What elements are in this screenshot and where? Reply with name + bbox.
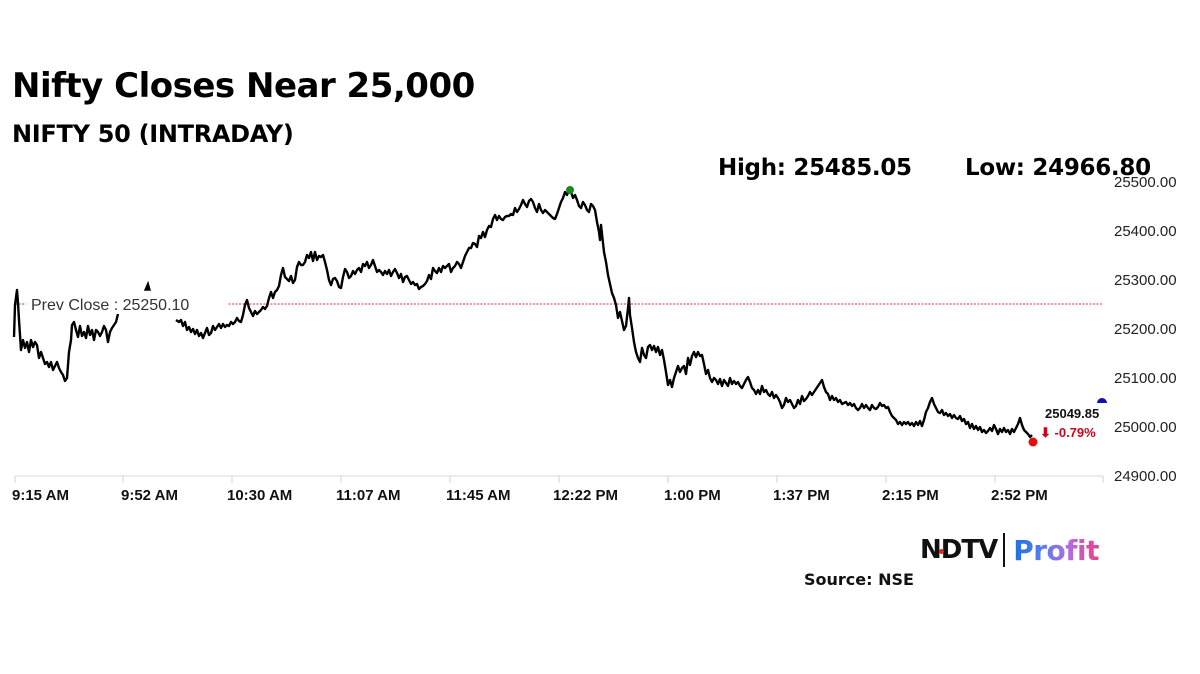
ndtv-wordmark: NDTV: [920, 535, 998, 565]
price-line: [175, 188, 1033, 439]
x-tick-label: 9:15 AM: [12, 487, 69, 504]
y-tick-label: 25400.00: [1114, 223, 1177, 240]
profit-wordmark: Profit: [1013, 533, 1099, 567]
x-tick-label: 10:30 AM: [227, 487, 292, 504]
x-tick-label: 9:52 AM: [121, 487, 178, 504]
high-value: High: 25485.05: [718, 155, 912, 181]
logo-divider: [1003, 533, 1006, 567]
y-axis-labels: 25500.00 25400.00 25300.00 25200.00 2510…: [1114, 174, 1177, 485]
x-tick-label: 2:52 PM: [991, 487, 1048, 504]
y-tick-label: 25300.00: [1114, 272, 1177, 289]
x-axis-labels: 9:15 AM 9:52 AM 10:30 AM 11:07 AM 11:45 …: [12, 487, 1048, 504]
source-note: Source: NSE: [804, 570, 914, 589]
x-axis-ticks: [14, 476, 1104, 483]
change-percent-label: ⬇ -0.79%: [1040, 425, 1096, 440]
price-line: [12, 288, 120, 383]
logo-red-dot-icon: [939, 549, 944, 554]
x-tick-label: 12:22 PM: [553, 487, 618, 504]
low-value: Low: 24966.80: [965, 155, 1151, 181]
y-tick-label: 25100.00: [1114, 370, 1177, 387]
y-tick-label: 25500.00: [1114, 174, 1177, 191]
y-tick-label: 25200.00: [1114, 321, 1177, 338]
price-line-gap-spike: [143, 280, 151, 291]
ndtv-profit-logo: NDTV Profit: [920, 532, 1099, 568]
x-tick-label: 2:15 PM: [882, 487, 939, 504]
low-marker: [1028, 437, 1038, 447]
chart-title: Nifty Closes Near 25,000: [12, 66, 475, 106]
x-tick-label: 11:45 AM: [446, 487, 510, 504]
x-tick-label: 1:00 PM: [664, 487, 721, 504]
high-marker: [566, 186, 574, 194]
prev-close-label: Prev Close : 25250.10: [31, 297, 189, 314]
chart-subtitle: NIFTY 50 (INTRADAY): [12, 120, 294, 148]
y-tick-label: 25000.00: [1114, 419, 1177, 436]
last-price-marker: [1097, 398, 1107, 403]
y-tick-label: 24900.00: [1114, 468, 1177, 485]
x-tick-label: 1:37 PM: [773, 487, 830, 504]
last-price-label: 25049.85: [1045, 406, 1099, 421]
x-tick-label: 11:07 AM: [336, 487, 400, 504]
